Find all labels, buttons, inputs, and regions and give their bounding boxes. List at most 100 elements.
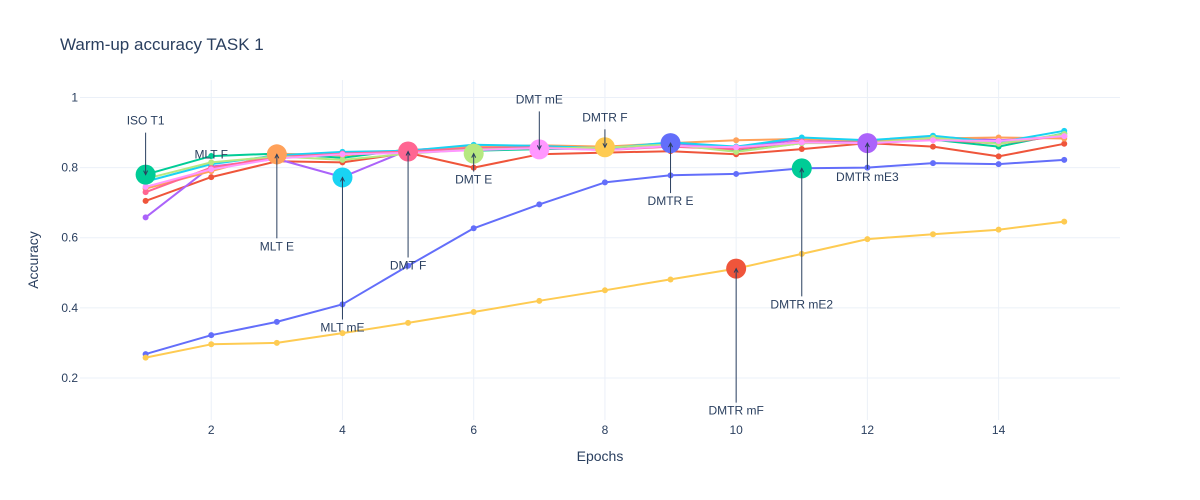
data-point: [405, 319, 412, 326]
data-point: [601, 287, 608, 294]
data-point: [995, 153, 1002, 160]
data-point: [929, 137, 936, 144]
data-point: [142, 214, 149, 221]
data-point: [667, 276, 674, 283]
annotation-3: MLT mE: [320, 176, 365, 334]
grid: [80, 80, 1120, 420]
data-point: [1061, 218, 1068, 225]
data-point: [995, 137, 1002, 144]
data-point: [929, 160, 936, 167]
data-point: [995, 226, 1002, 233]
y-axis-title: Accuracy: [25, 231, 41, 289]
annotation-11: DMTR mE3: [836, 141, 899, 184]
data-point: [208, 174, 215, 181]
data-point: [536, 297, 543, 304]
annotation-label: DMTR E: [648, 194, 694, 208]
annotation-arrowhead: [143, 170, 149, 176]
annotation-label: MLT mE: [320, 320, 364, 334]
annotation-arrowhead: [864, 141, 870, 148]
annotation-4: DMT F: [390, 150, 426, 273]
x-tick-label: 12: [861, 423, 875, 437]
annotation-label: DMT E: [455, 173, 492, 187]
annotation-arrowhead: [536, 145, 542, 151]
data-point: [208, 166, 215, 173]
data-point: [1061, 156, 1068, 163]
annotation-label: DMT F: [390, 259, 426, 273]
annotation-arrowhead: [340, 176, 345, 182]
annotation-1: MLT F: [194, 148, 228, 162]
data-point: [733, 144, 740, 151]
data-point: [208, 153, 215, 160]
data-point: [470, 225, 477, 232]
data-point: [1061, 140, 1068, 147]
data-point: [208, 332, 215, 339]
y-tick-label: 0.8: [61, 161, 78, 175]
annotation-arrowhead: [668, 141, 673, 148]
data-point: [405, 262, 412, 269]
data-point: [733, 170, 740, 177]
x-tick-label: 6: [470, 423, 477, 437]
data-point: [339, 330, 346, 337]
data-point: [798, 146, 805, 153]
annotation-label: DMTR mF: [708, 404, 763, 418]
annotation-10: DMTR mE2: [770, 167, 833, 311]
annotation-0: ISO T1: [127, 114, 165, 176]
axes: 2 4 6 8 10 12 14 0.2 0.4 0.6 0.8 1: [61, 91, 1005, 437]
annotation-9: DMTR mF: [708, 267, 764, 418]
annotation-8: DMTR E: [648, 141, 694, 208]
data-point: [142, 189, 149, 196]
x-tick-label: 4: [339, 423, 346, 437]
annotation-arrowhead: [733, 267, 739, 273]
annotation-label: MLT E: [260, 239, 294, 253]
data-point: [208, 159, 215, 166]
data-point: [273, 339, 280, 346]
y-tick-label: 0.4: [61, 301, 78, 315]
x-tick-label: 14: [992, 423, 1006, 437]
annotations: ISO T1 MLT F MLT E MLT mE DMT F DMT E DMT mE DM…: [127, 92, 899, 417]
annotation-label: DMTR F: [582, 110, 627, 124]
data-point: [536, 201, 543, 208]
data-point: [733, 137, 740, 144]
x-axis-title: Epochs: [577, 448, 624, 464]
annotation-arrowhead: [274, 153, 280, 159]
annotation-arrowhead: [405, 150, 411, 156]
y-tick-label: 0.6: [61, 231, 78, 245]
annotation-6: DMT mE: [516, 92, 563, 151]
annotation-2: MLT E: [260, 153, 294, 253]
data-point: [601, 179, 608, 186]
x-tick-label: 8: [602, 423, 609, 437]
x-tick-label: 2: [208, 423, 215, 437]
annotation-label: DMTR mE2: [770, 297, 833, 311]
series-0: [142, 156, 1068, 358]
data-point: [470, 309, 477, 316]
data-point: [798, 139, 805, 146]
annotation-label: ISO T1: [127, 114, 165, 128]
x-tick-label: 10: [729, 423, 743, 437]
data-point: [273, 318, 280, 325]
annotation-label: DMTR mE3: [836, 170, 899, 184]
data-point: [142, 197, 149, 204]
chart-title: Warm-up accuracy TASK 1: [60, 35, 264, 54]
annotation-arrowhead: [799, 167, 805, 173]
annotation-label: DMT mE: [516, 92, 563, 106]
annotation-5: DMT E: [455, 152, 492, 187]
data-point: [995, 161, 1002, 168]
data-point: [864, 236, 871, 243]
data-point: [142, 183, 149, 190]
data-point: [208, 341, 215, 348]
annotation-label: MLT F: [194, 148, 228, 162]
data-point: [733, 148, 740, 155]
y-tick-label: 1: [71, 91, 78, 105]
annotation-arrowhead: [602, 143, 608, 149]
y-tick-label: 0.2: [61, 371, 78, 385]
data-point: [929, 143, 936, 150]
data-point: [339, 151, 346, 158]
annotation-7: DMTR F: [582, 110, 628, 149]
annotation-arrowhead: [471, 152, 477, 158]
series-9: [142, 218, 1068, 361]
data-point: [339, 156, 346, 163]
data-point: [142, 354, 149, 361]
data-point: [929, 231, 936, 238]
